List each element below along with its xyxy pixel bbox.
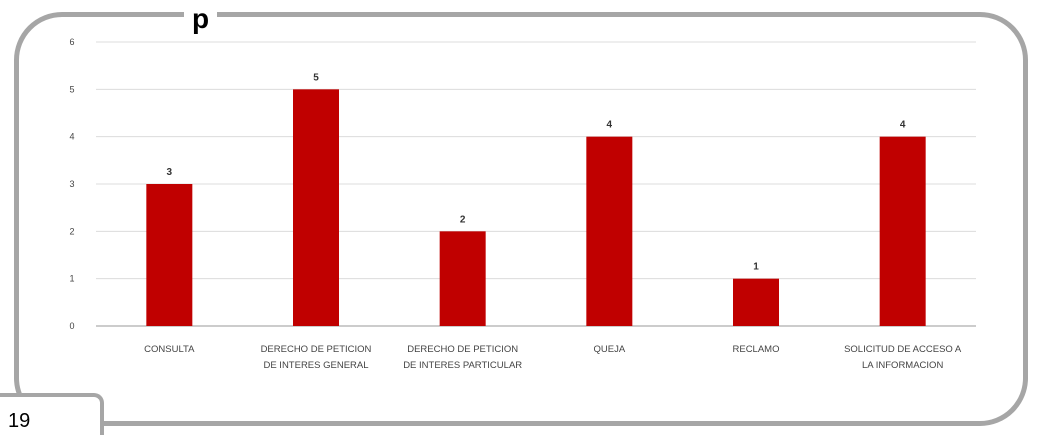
data-label: 5 — [313, 72, 319, 83]
data-label: 4 — [607, 120, 613, 131]
category-label: DERECHO DE PETICION — [407, 344, 518, 355]
page-number: 19 — [8, 410, 31, 432]
bar — [586, 136, 633, 326]
y-tick-label: 5 — [69, 84, 74, 94]
data-label: 1 — [753, 262, 759, 273]
data-label: 3 — [167, 167, 173, 178]
category-label: DE INTERES PARTICULAR — [403, 360, 522, 371]
y-tick-label: 3 — [69, 179, 74, 189]
bar — [879, 136, 926, 326]
page-heading: p — [184, 5, 218, 33]
category-label: DE INTERES GENERAL — [263, 360, 368, 371]
bar — [439, 231, 486, 326]
category-label: RECLAMO — [733, 344, 780, 355]
y-tick-label: 6 — [69, 37, 74, 47]
bar — [293, 89, 339, 326]
y-tick-label: 0 — [69, 321, 74, 331]
bar — [146, 184, 193, 326]
data-label: 4 — [900, 120, 906, 131]
y-tick-label: 4 — [69, 132, 74, 142]
bar — [733, 278, 779, 326]
category-label: DERECHO DE PETICION — [261, 344, 372, 355]
page-number-tab — [0, 393, 104, 435]
chart-frame: p — [14, 5, 1028, 426]
category-label: CONSULTA — [144, 344, 195, 355]
category-label: QUEJA — [593, 344, 625, 355]
data-label: 2 — [460, 214, 466, 225]
y-tick-label: 2 — [69, 226, 74, 236]
category-label: SOLICITUD DE ACCESO A — [844, 344, 962, 355]
y-tick-label: 1 — [69, 274, 74, 284]
category-label: LA INFORMACION — [862, 360, 943, 371]
